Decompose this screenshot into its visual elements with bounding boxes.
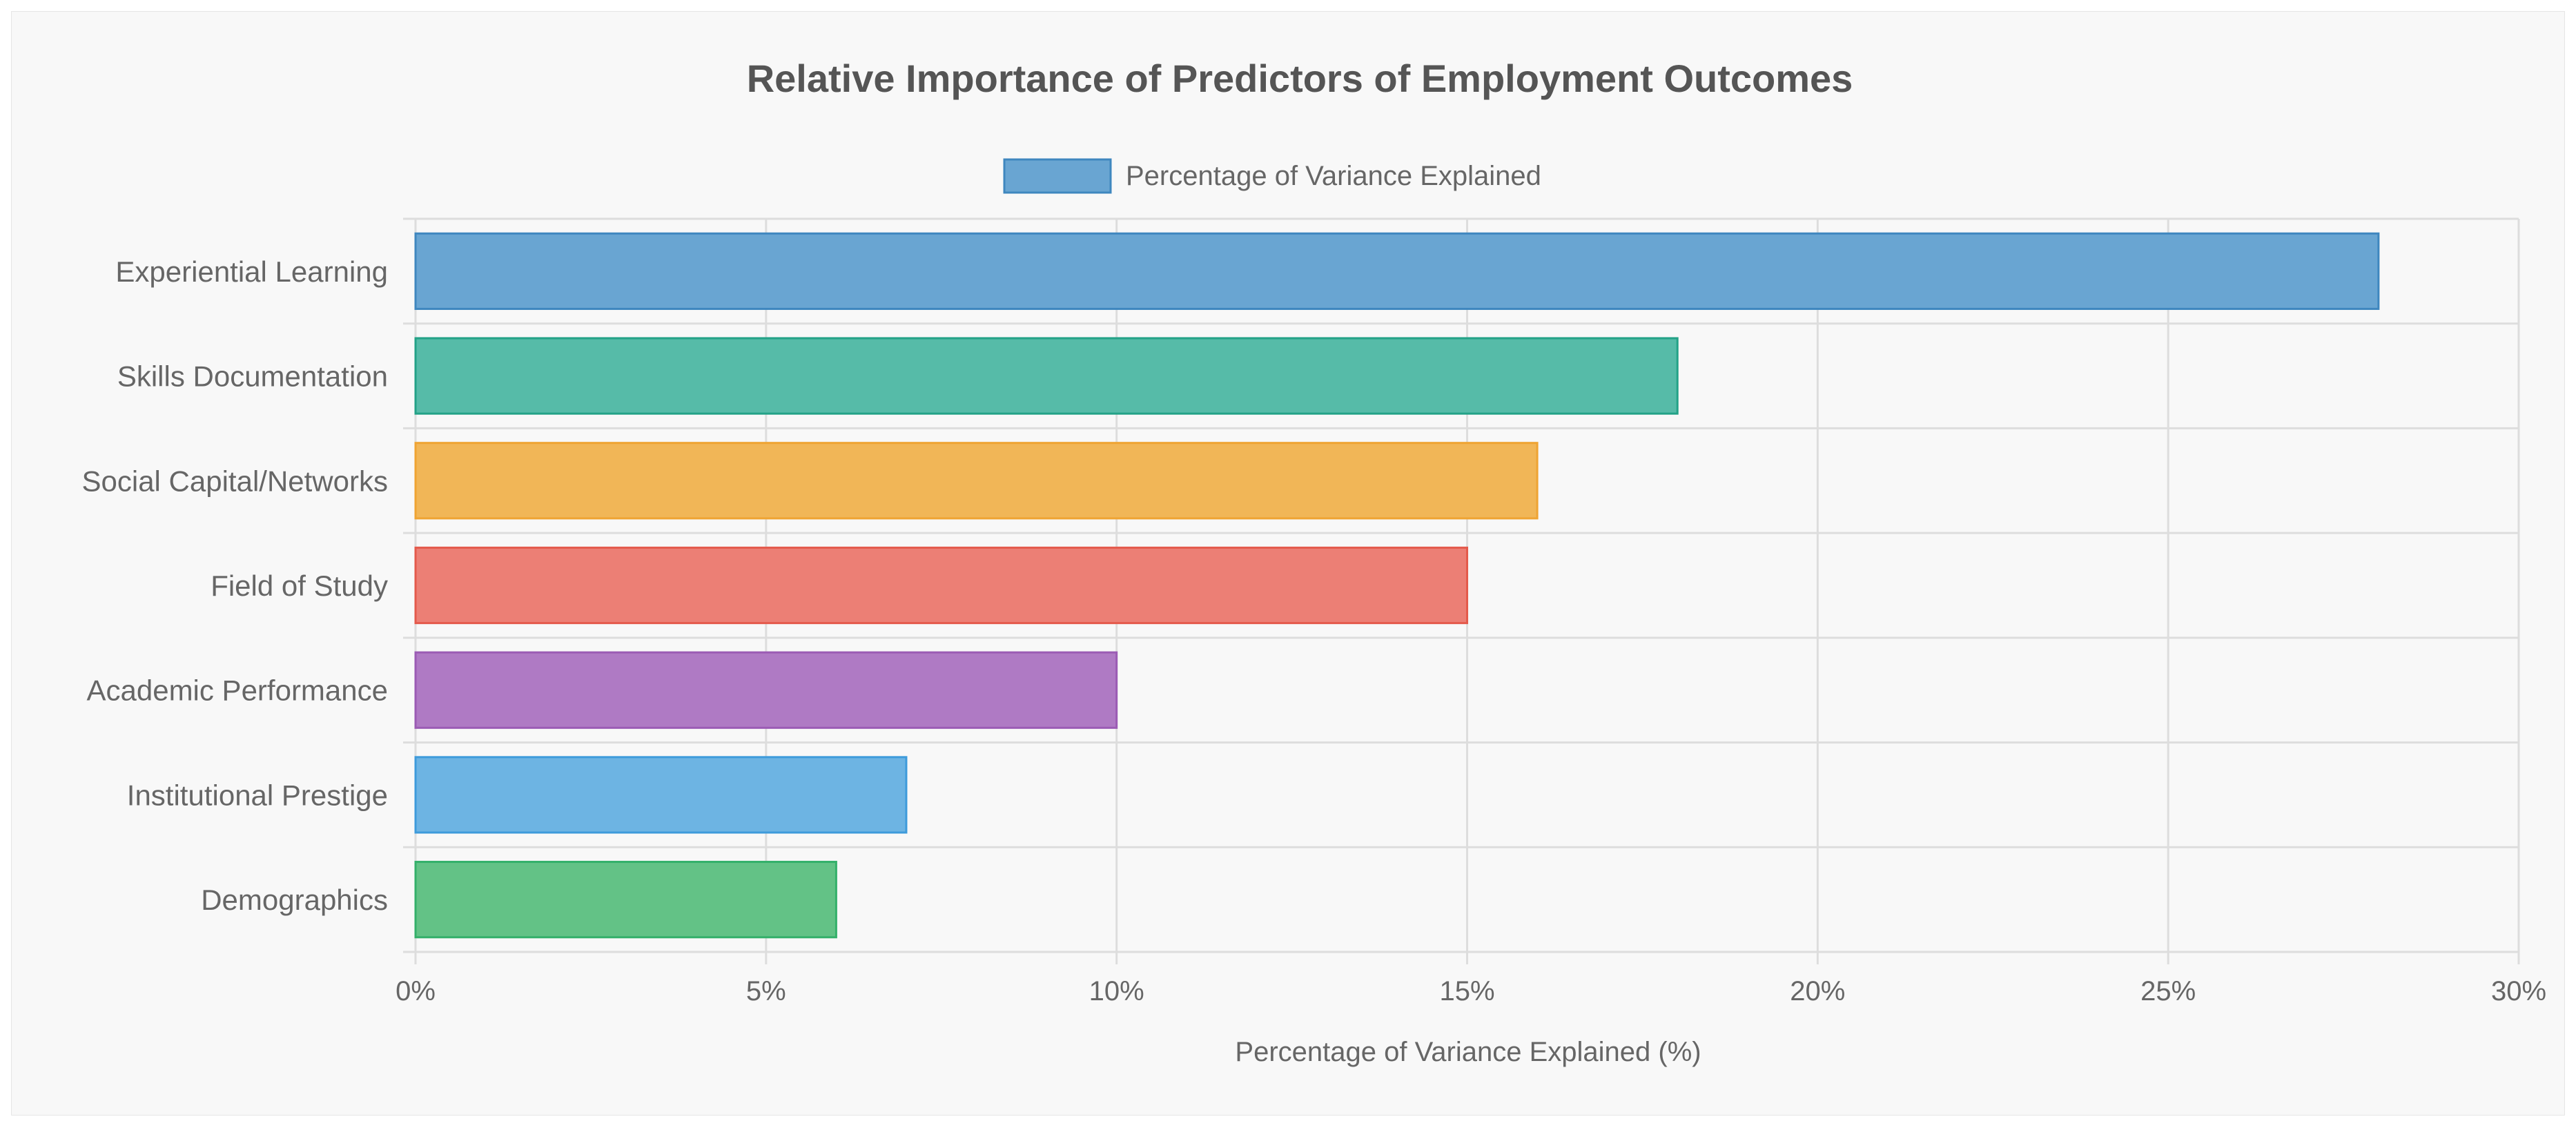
bar[interactable]: [414, 337, 1679, 415]
category-label: Field of Study: [211, 570, 388, 602]
x-tick-label: 0%: [396, 976, 436, 1006]
x-axis-label: Percentage of Variance Explained (%): [1235, 1037, 1701, 1067]
bar-chart: Relative Importance of Predictors of Emp…: [81, 57, 2546, 1067]
bars: [414, 232, 2380, 939]
legend-swatch: [1003, 158, 1112, 194]
category-label: Social Capital/Networks: [81, 465, 388, 497]
legend-label: Percentage of Variance Explained: [1126, 161, 1541, 191]
x-tick-labels: 0% 5% 10% 15% 20% 25% 30%: [396, 976, 2546, 1006]
category-label: Experiential Learning: [115, 255, 388, 288]
x-tick-label: 20%: [1790, 976, 1845, 1006]
category-label: Institutional Prestige: [127, 779, 388, 811]
x-tick-label: 10%: [1089, 976, 1144, 1006]
x-tick-label: 25%: [2140, 976, 2196, 1006]
x-tick-label: 5%: [746, 976, 786, 1006]
category-label: Skills Documentation: [117, 360, 388, 393]
x-tick-label: 30%: [2491, 976, 2546, 1006]
bar[interactable]: [414, 651, 1118, 729]
bar[interactable]: [414, 861, 837, 939]
bar[interactable]: [414, 232, 2380, 310]
bar[interactable]: [414, 546, 1468, 625]
category-label: Demographics: [201, 884, 388, 916]
bar[interactable]: [414, 756, 908, 834]
category-label: Academic Performance: [86, 674, 388, 707]
bar[interactable]: [414, 442, 1539, 520]
chart-card: Relative Importance of Predictors of Emp…: [11, 11, 2565, 1116]
category-labels: Experiential Learning Skills Documentatio…: [81, 255, 388, 916]
x-tick-label: 15%: [1439, 976, 1494, 1006]
grid: [403, 217, 2520, 964]
legend: Percentage of Variance Explained: [1003, 158, 1541, 194]
chart-title: Relative Importance of Predictors of Emp…: [747, 57, 1853, 100]
